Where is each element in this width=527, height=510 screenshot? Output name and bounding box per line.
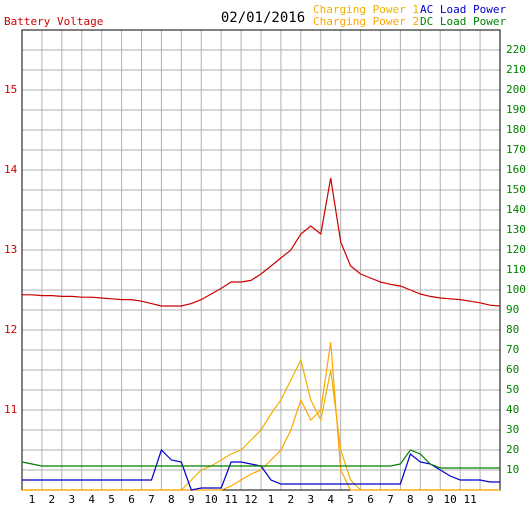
x-tick-label: 3 [68, 493, 75, 506]
y-tick-label: 13 [4, 243, 17, 256]
y2-tick-label: 180 [506, 123, 526, 136]
legend-entry: DC Load Power [420, 15, 506, 28]
x-tick-label: 8 [407, 493, 414, 506]
x-tick-label: 5 [108, 493, 115, 506]
y2-tick-label: 120 [506, 243, 526, 256]
y2-tick-label: 160 [506, 163, 526, 176]
y-tick-label: 11 [4, 403, 17, 416]
x-tick-label: 10 [205, 493, 218, 506]
y2-tick-label: 50 [506, 383, 519, 396]
y2-tick-label: 220 [506, 43, 526, 56]
y2-tick-label: 100 [506, 283, 526, 296]
x-tick-label: 5 [347, 493, 354, 506]
x-tick-label: 2 [49, 493, 56, 506]
x-tick-label: 12 [244, 493, 257, 506]
x-tick-label: 1 [29, 493, 36, 506]
y2-tick-label: 10 [506, 463, 519, 476]
y2-tick-label: 40 [506, 403, 519, 416]
y2-tick-label: 80 [506, 323, 519, 336]
legend-entry: Charging Power 2 [313, 15, 419, 28]
x-tick-label: 2 [288, 493, 295, 506]
y-tick-label: 14 [4, 163, 18, 176]
y2-tick-label: 200 [506, 83, 526, 96]
x-tick-label: 9 [427, 493, 434, 506]
series-line [21, 449, 500, 469]
legend-entry: Charging Power 1 [313, 3, 419, 16]
y2-tick-label: 90 [506, 303, 519, 316]
x-tick-label: 11 [463, 493, 476, 506]
x-tick-label: 9 [188, 493, 195, 506]
x-tick-label: 11 [224, 493, 237, 506]
x-tick-label: 7 [148, 493, 155, 506]
y2-tick-label: 110 [506, 263, 526, 276]
y2-tick-label: 170 [506, 143, 526, 156]
y2-tick-label: 150 [506, 183, 526, 196]
x-tick-label: 6 [128, 493, 135, 506]
y-tick-label: 15 [4, 83, 17, 96]
y2-tick-label: 70 [506, 343, 519, 356]
y2-tick-label: 140 [506, 203, 526, 216]
plot-frame [21, 29, 501, 491]
x-tick-label: 4 [88, 493, 95, 506]
x-tick-label: 6 [367, 493, 374, 506]
x-tick-label: 4 [327, 493, 334, 506]
y2-tick-label: 20 [506, 443, 519, 456]
legend-entry: AC Load Power [420, 3, 506, 16]
y2-tick-label: 30 [506, 423, 519, 436]
y2-tick-label: 130 [506, 223, 526, 236]
x-tick-label: 8 [168, 493, 175, 506]
y-tick-label: 12 [4, 323, 17, 336]
x-tick-label: 1 [268, 493, 275, 506]
series-line [22, 341, 500, 491]
chart-title: Battery Voltage [4, 15, 103, 28]
y2-tick-label: 190 [506, 103, 526, 116]
x-tick-label: 10 [444, 493, 457, 506]
y2-tick-label: 210 [506, 63, 526, 76]
y2-tick-label: 60 [506, 363, 519, 376]
chart-subtitle: 02/01/2016 [221, 10, 305, 26]
x-tick-label: 3 [307, 493, 314, 506]
x-tick-label: 7 [387, 493, 394, 506]
series-line [22, 177, 501, 307]
